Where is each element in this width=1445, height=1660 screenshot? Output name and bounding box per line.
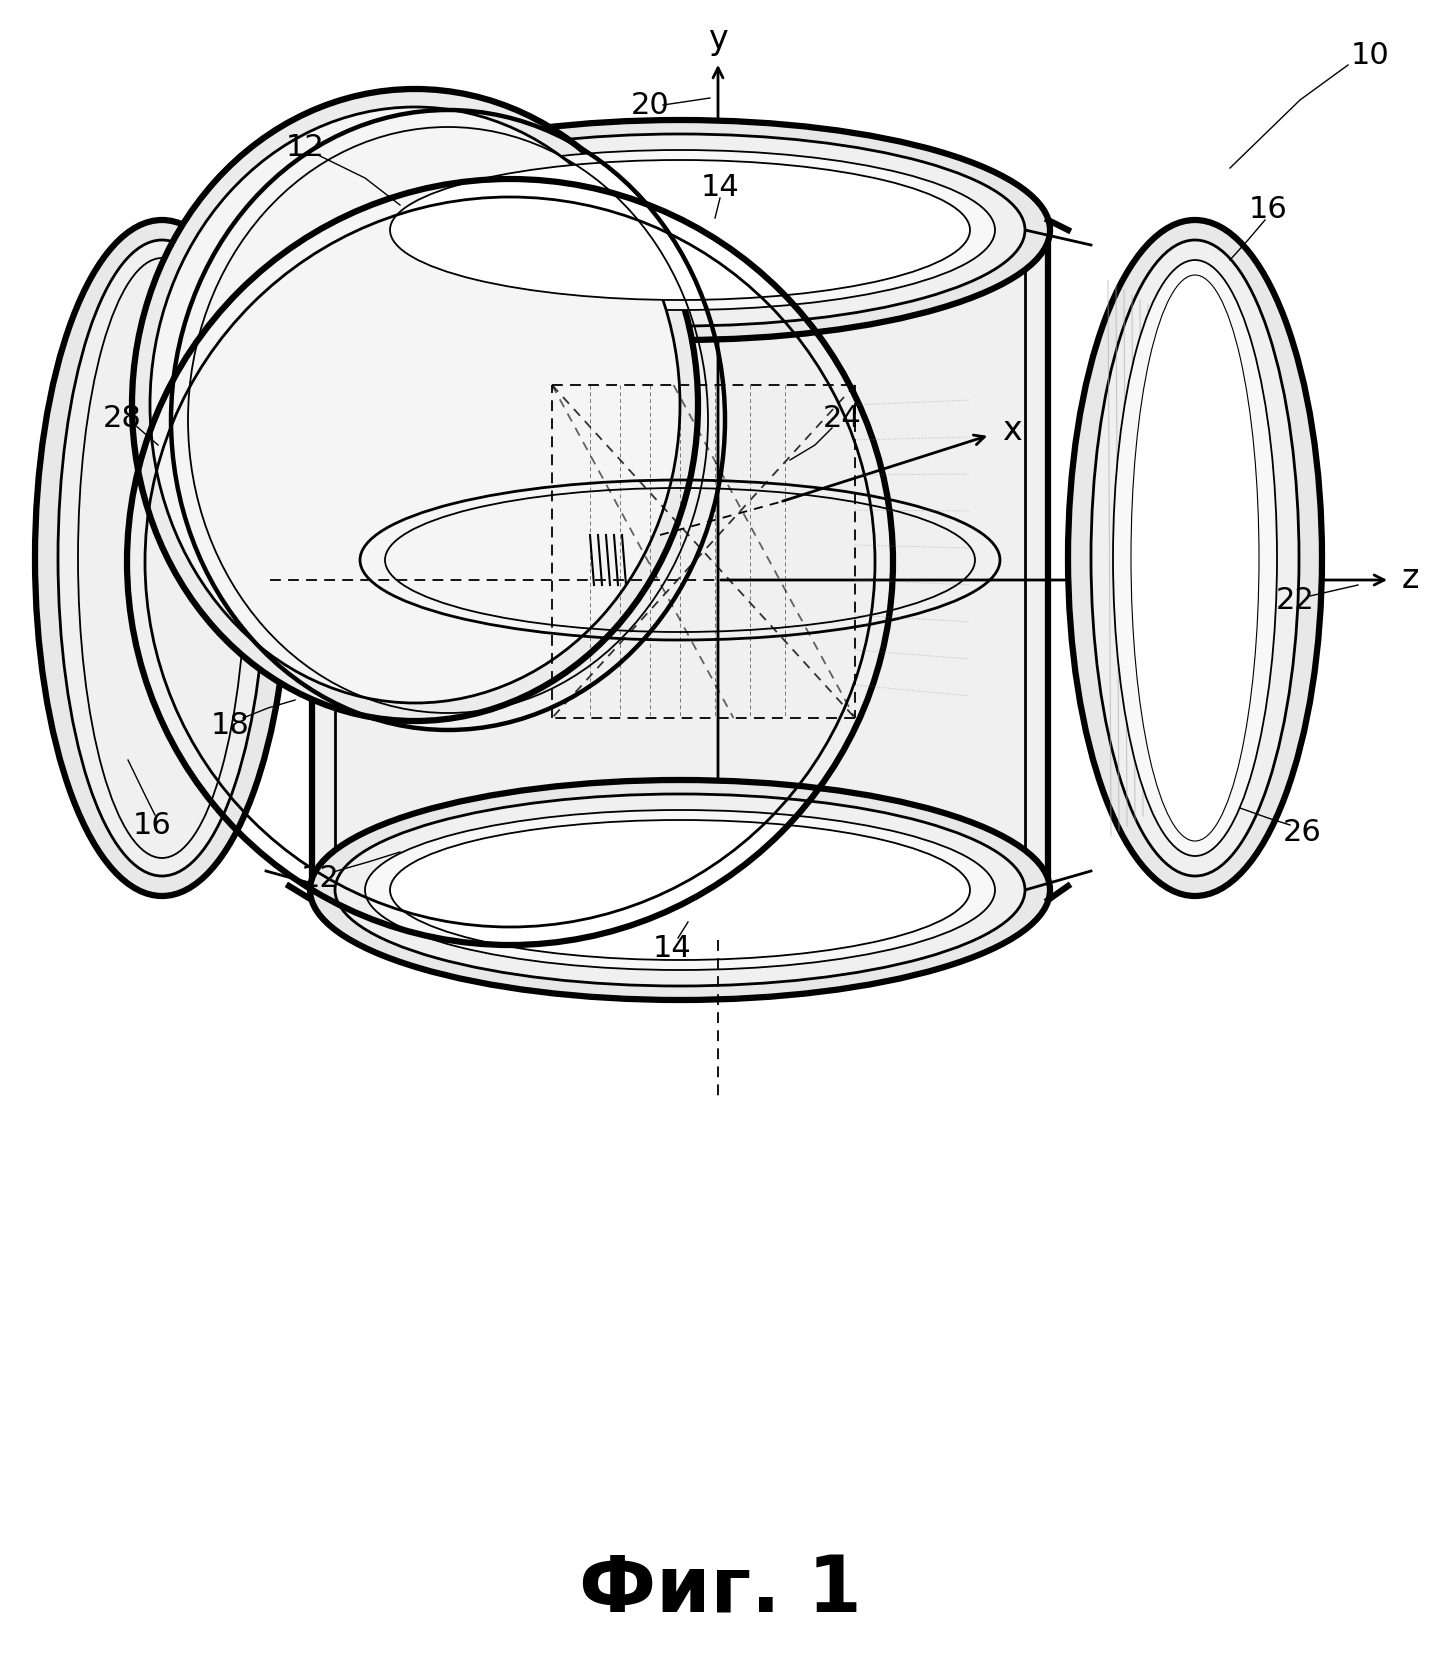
Ellipse shape: [366, 810, 996, 969]
Text: 22: 22: [1276, 586, 1315, 614]
Ellipse shape: [1068, 221, 1322, 896]
Text: Фиг. 1: Фиг. 1: [578, 1552, 861, 1628]
Text: 14: 14: [653, 933, 691, 963]
Text: 10: 10: [1351, 40, 1390, 70]
Ellipse shape: [390, 159, 970, 300]
Ellipse shape: [311, 120, 1051, 340]
Ellipse shape: [1091, 241, 1299, 876]
Text: 28: 28: [103, 403, 142, 433]
Polygon shape: [312, 231, 1048, 890]
Text: 12: 12: [286, 133, 324, 163]
Ellipse shape: [1131, 276, 1259, 842]
Ellipse shape: [311, 780, 1051, 999]
Ellipse shape: [1113, 261, 1277, 857]
Text: 12: 12: [301, 863, 340, 893]
Text: 14: 14: [701, 174, 740, 203]
Text: x: x: [1001, 413, 1022, 447]
Ellipse shape: [58, 241, 266, 876]
Ellipse shape: [150, 106, 681, 702]
Ellipse shape: [366, 149, 996, 310]
Ellipse shape: [35, 221, 289, 896]
Text: 18: 18: [211, 710, 250, 739]
Ellipse shape: [78, 257, 246, 858]
Text: 16: 16: [133, 810, 172, 840]
Ellipse shape: [335, 134, 1025, 325]
Text: 26: 26: [1283, 817, 1321, 847]
Text: 20: 20: [630, 91, 669, 120]
Ellipse shape: [131, 90, 698, 720]
Ellipse shape: [390, 820, 970, 959]
Text: 24: 24: [822, 403, 861, 433]
Text: y: y: [708, 23, 728, 56]
Text: z: z: [1402, 561, 1419, 594]
Ellipse shape: [335, 793, 1025, 986]
Text: 16: 16: [1248, 196, 1287, 224]
